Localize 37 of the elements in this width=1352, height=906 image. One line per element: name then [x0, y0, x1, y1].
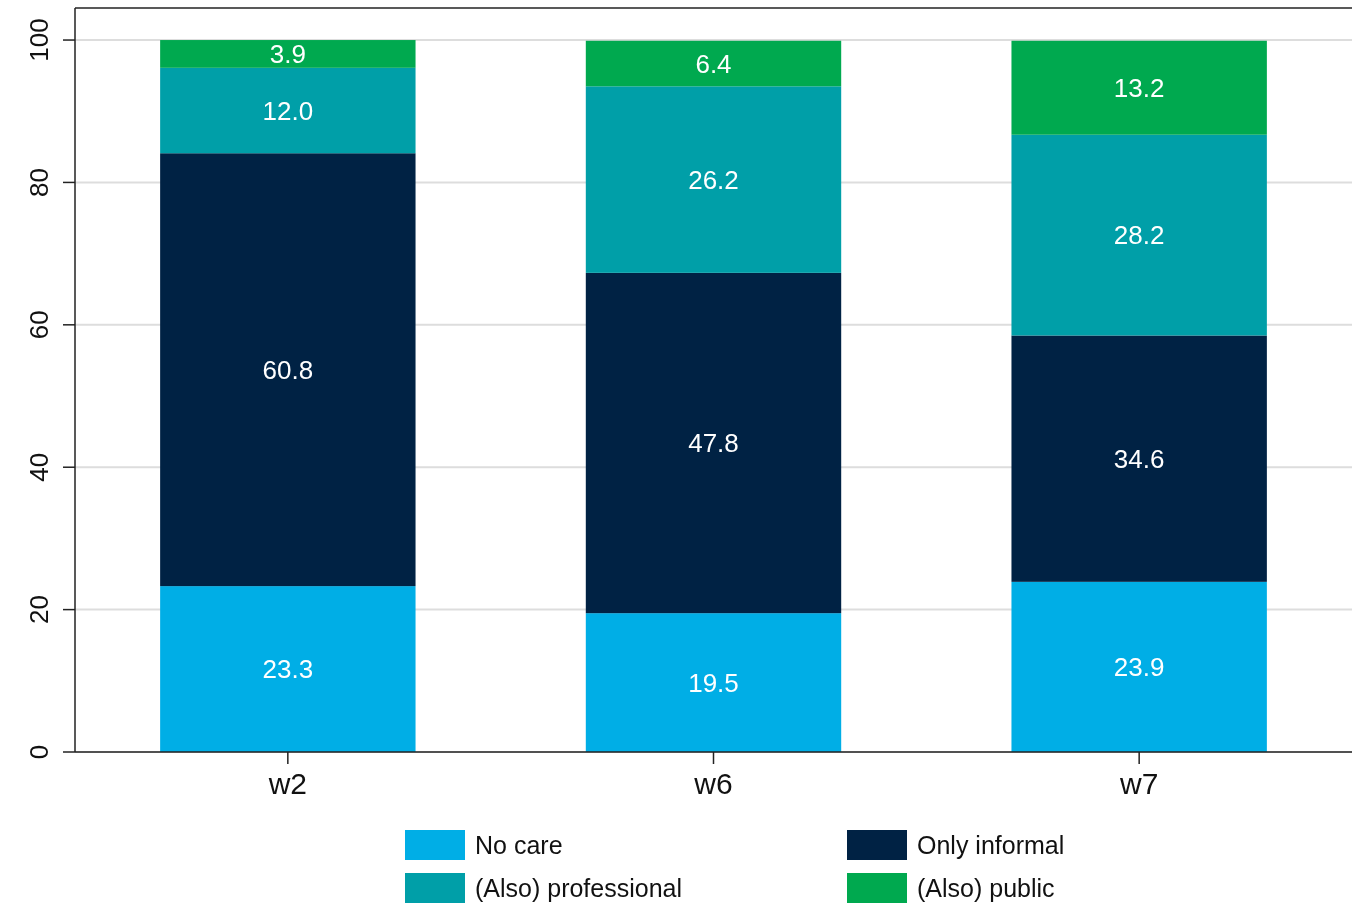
bar: [585, 272, 842, 614]
data-label: 12.0: [262, 95, 314, 126]
bar: [1011, 581, 1267, 752]
data-label: 34.6: [1113, 443, 1165, 474]
bar: [585, 40, 842, 87]
data-label: 6.4: [695, 48, 732, 79]
bar: [585, 86, 842, 273]
bar: [1011, 40, 1267, 135]
data-label: 28.2: [1113, 220, 1165, 251]
bar: [160, 40, 416, 68]
legend-label: (Also) professional: [475, 873, 683, 902]
y-tick-label: 100: [24, 18, 54, 62]
bar: [1011, 335, 1267, 582]
legend-label: No care: [475, 830, 563, 859]
data-label: 47.8: [688, 428, 739, 459]
data-label: 23.3: [262, 654, 314, 685]
data-label: 3.9: [269, 39, 306, 70]
bar: [160, 67, 416, 154]
x-tick-label: w7: [1118, 767, 1159, 800]
y-tick-label: 20: [24, 595, 54, 625]
legend-label: (Also) public: [917, 873, 1055, 902]
bar: [585, 613, 842, 752]
bar: [1011, 134, 1267, 336]
y-tick-label: 40: [24, 452, 54, 482]
y-tick-label: 60: [24, 310, 54, 340]
y-tick-label: 0: [24, 744, 54, 760]
data-label: 60.8: [262, 354, 314, 385]
y-tick-label: 80: [24, 167, 54, 197]
bar: [160, 586, 416, 752]
data-label: 23.9: [1113, 652, 1165, 683]
x-tick-label: w6: [693, 767, 733, 800]
bar: [160, 153, 416, 587]
x-tick-label: w2: [267, 767, 308, 800]
data-label: 26.2: [688, 164, 739, 195]
data-label: 13.2: [1113, 72, 1165, 103]
data-label: 19.5: [688, 667, 739, 698]
legend-label: Only informal: [917, 830, 1065, 859]
